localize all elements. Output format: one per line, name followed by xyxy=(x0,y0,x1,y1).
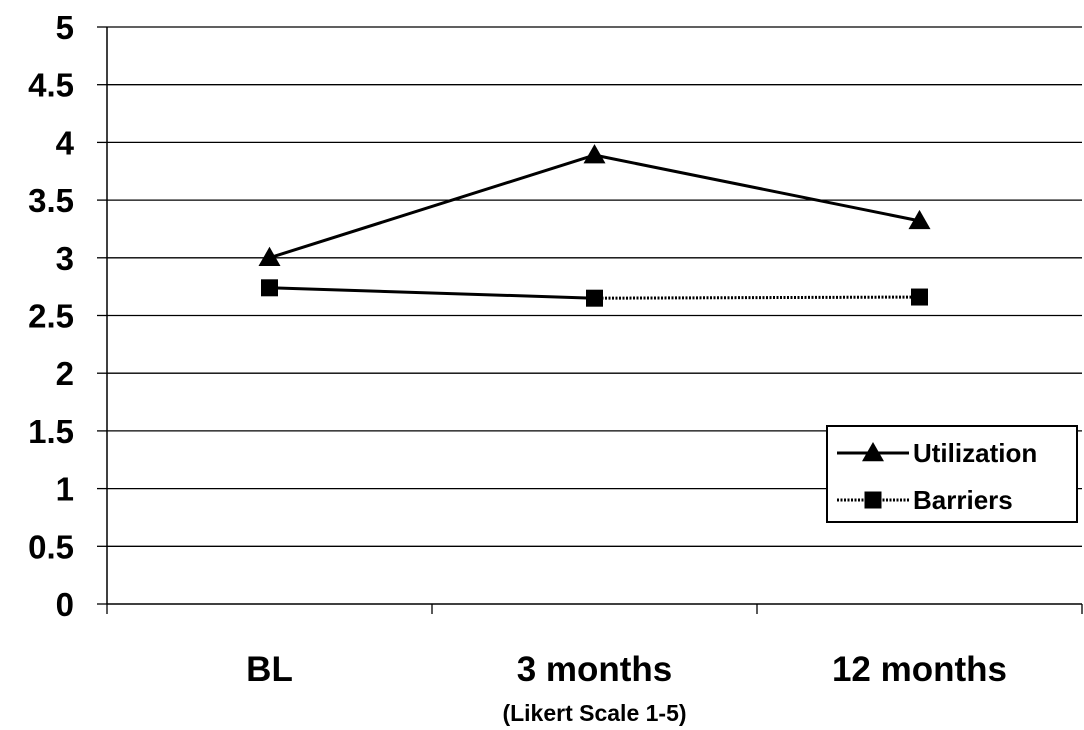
series-line-segment xyxy=(269,286,595,300)
x-axis-ticks: BL 3 months 12 months xyxy=(106,604,1083,689)
legend-label: Utilization xyxy=(913,438,1037,468)
y-tick-label: 3 xyxy=(56,240,74,277)
legend-item-utilization: Utilization xyxy=(837,438,1037,468)
x-tick-label: BL xyxy=(246,650,293,689)
x-tick-label: 3 months xyxy=(517,650,673,689)
x-axis-label: (Likert Scale 1-5) xyxy=(502,700,686,726)
legend-label: Barriers xyxy=(913,485,1013,515)
series-utilization xyxy=(258,144,931,267)
data-point xyxy=(911,288,928,306)
data-point xyxy=(586,289,603,307)
series-barriers xyxy=(261,279,928,307)
y-axis-ticks: 0 0.5 1 1.5 2 2.5 3 3.5 4 4.5 5 xyxy=(28,9,107,623)
y-tick-label: 4.5 xyxy=(28,67,74,104)
y-tick-label: 1 xyxy=(56,471,74,508)
data-point xyxy=(258,246,281,267)
legend: Utilization Barriers xyxy=(826,425,1078,523)
y-tick-label: 2.5 xyxy=(28,298,74,335)
legend-item-barriers: Barriers xyxy=(837,485,1013,515)
y-tick-label: 4 xyxy=(56,124,75,161)
y-tick-label: 5 xyxy=(56,9,74,46)
y-tick-label: 0 xyxy=(56,586,74,623)
data-point xyxy=(261,279,278,297)
series-layer xyxy=(258,144,931,307)
y-tick-label: 1.5 xyxy=(28,413,74,450)
data-point xyxy=(583,144,606,164)
series-line xyxy=(269,153,920,260)
series-line-segment xyxy=(594,295,920,300)
y-tick-label: 0.5 xyxy=(28,528,74,565)
legend-swatch-marker xyxy=(864,491,882,509)
y-tick-label: 3.5 xyxy=(28,182,74,219)
x-tick-label: 12 months xyxy=(832,650,1007,689)
y-tick-label: 2 xyxy=(56,355,74,392)
legend-swatch-marker xyxy=(862,442,884,462)
data-point xyxy=(908,209,931,230)
